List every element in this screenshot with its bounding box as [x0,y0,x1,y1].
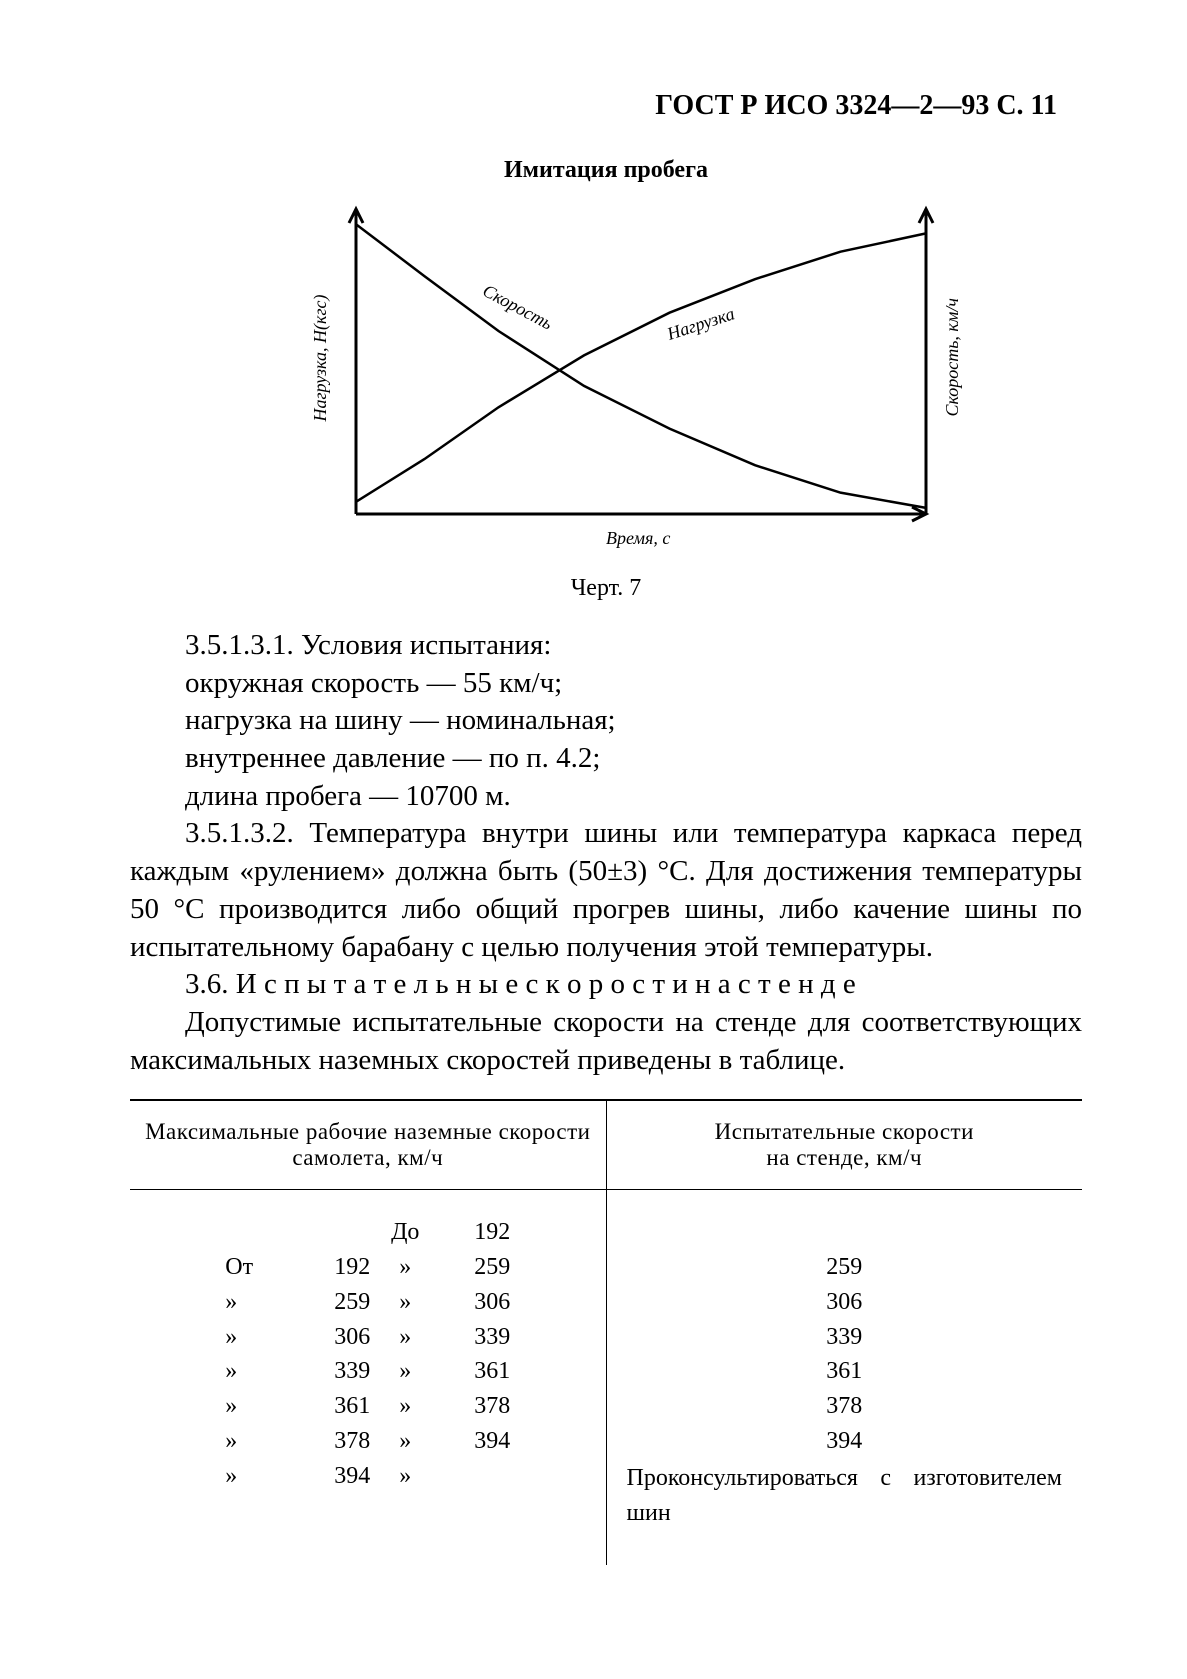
table-row: До192 [215,1215,520,1250]
table-header-right: Испытательные скоростина стенде, км/ч [606,1100,1082,1190]
table-row: 361 [627,1354,1063,1389]
table-row: 306 [627,1285,1063,1320]
table-row: 394 [627,1424,1063,1459]
table-row: »306»339 [215,1320,520,1355]
para-load: нагрузка на шину — номинальная; [130,702,1082,740]
para-distance: длина пробега — 10700 м. [130,778,1082,816]
table-cell-ranges: До192От192»259»259»306»306»339»339»361»3… [130,1190,606,1566]
table-row: 378 [627,1389,1063,1424]
x-label: Время, с [606,528,670,548]
chart-caption: Черт. 7 [130,575,1082,602]
table-header-left: Максимальные рабочие наземные скоростиса… [130,1100,606,1190]
para-3-6-body: Допустимые испытательные скорости на сте… [130,1004,1082,1079]
consult-text: Проконсультироваться с изготовителем шин [627,1461,1063,1531]
table-row: От192»259 [215,1250,520,1285]
para-3-6-head: 3.6. И с п ы т а т е л ь н ы е с к о р о… [130,966,1082,1004]
table-row: 259 [627,1250,1063,1285]
table-row: 339 [627,1320,1063,1355]
chart-title: Имитация пробега [130,157,1082,184]
table-row: »259»306 [215,1285,520,1320]
y-right-label: Скорость, км/ч [942,298,962,416]
table-row: »394» [215,1459,520,1494]
body-text: 3.5.1.3.1. Условия испытания: окружная с… [130,627,1082,1079]
y-left-label: Нагрузка, Н(кгс) [310,295,331,423]
table-cell-test-speeds: 259306339361378394Проконсультироваться с… [606,1190,1082,1566]
para-speed: окружная скорость — 55 км/ч; [130,665,1082,703]
table-row: »361»378 [215,1389,520,1424]
page-header: ГОСТ Р ИСО 3324—2—93 С. 11 [130,90,1082,122]
table-row: »378»394 [215,1424,520,1459]
speed-table: Максимальные рабочие наземные скоростиса… [130,1099,1082,1565]
table-row: »339»361 [215,1354,520,1389]
para-3-5-1-3-2: 3.5.1.3.2. Температура внутри шины или т… [130,815,1082,966]
para-pressure: внутреннее давление — по п. 4.2; [130,740,1082,778]
chart: Нагрузка, Н(кгс)Скорость, км/чВремя, сСк… [246,194,966,569]
para-3-5-1-3-1: 3.5.1.3.1. Условия испытания: [130,627,1082,665]
